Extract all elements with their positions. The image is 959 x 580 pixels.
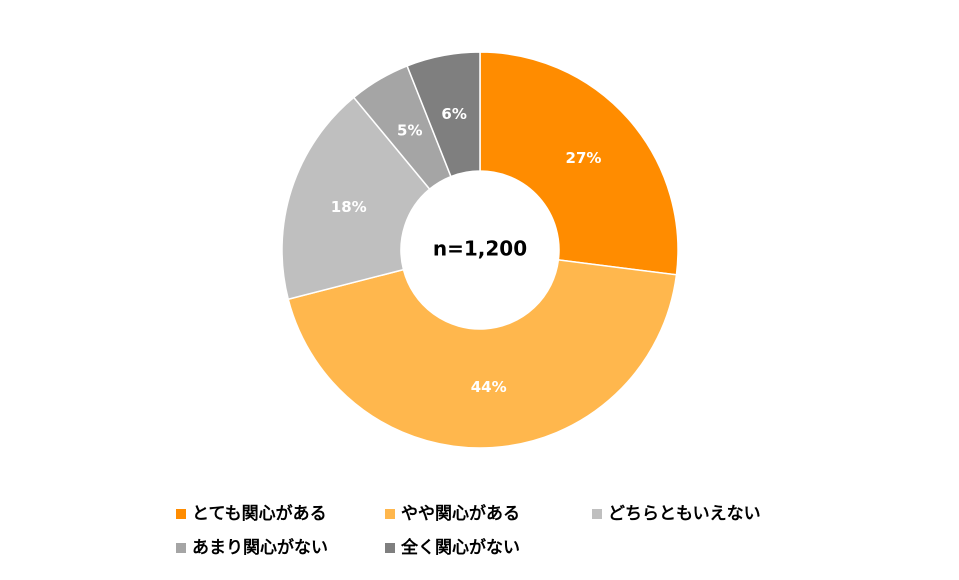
data-label: 44% (471, 378, 507, 396)
legend-swatch (176, 509, 186, 519)
legend-swatch (176, 543, 186, 553)
data-label: 6% (441, 105, 466, 123)
slice (406, 51, 481, 178)
center-text: n=1,200 (433, 237, 527, 261)
legend-label: どちらともいえない (608, 504, 761, 524)
legend-swatch (592, 509, 602, 519)
data-label: 18% (331, 198, 367, 216)
data-label: 27% (566, 149, 602, 167)
legend-label: とても関心がある (192, 503, 327, 524)
slice (479, 51, 679, 276)
data-label: 5% (397, 122, 422, 140)
legend-label: 全く関心がない (400, 537, 520, 558)
slice (287, 259, 678, 449)
legend-label: あまり関心がない (192, 537, 328, 558)
legend-label: やや関心がある (401, 503, 520, 524)
legend-swatch (385, 543, 395, 553)
slice (281, 96, 431, 301)
legend-swatch (385, 509, 395, 519)
